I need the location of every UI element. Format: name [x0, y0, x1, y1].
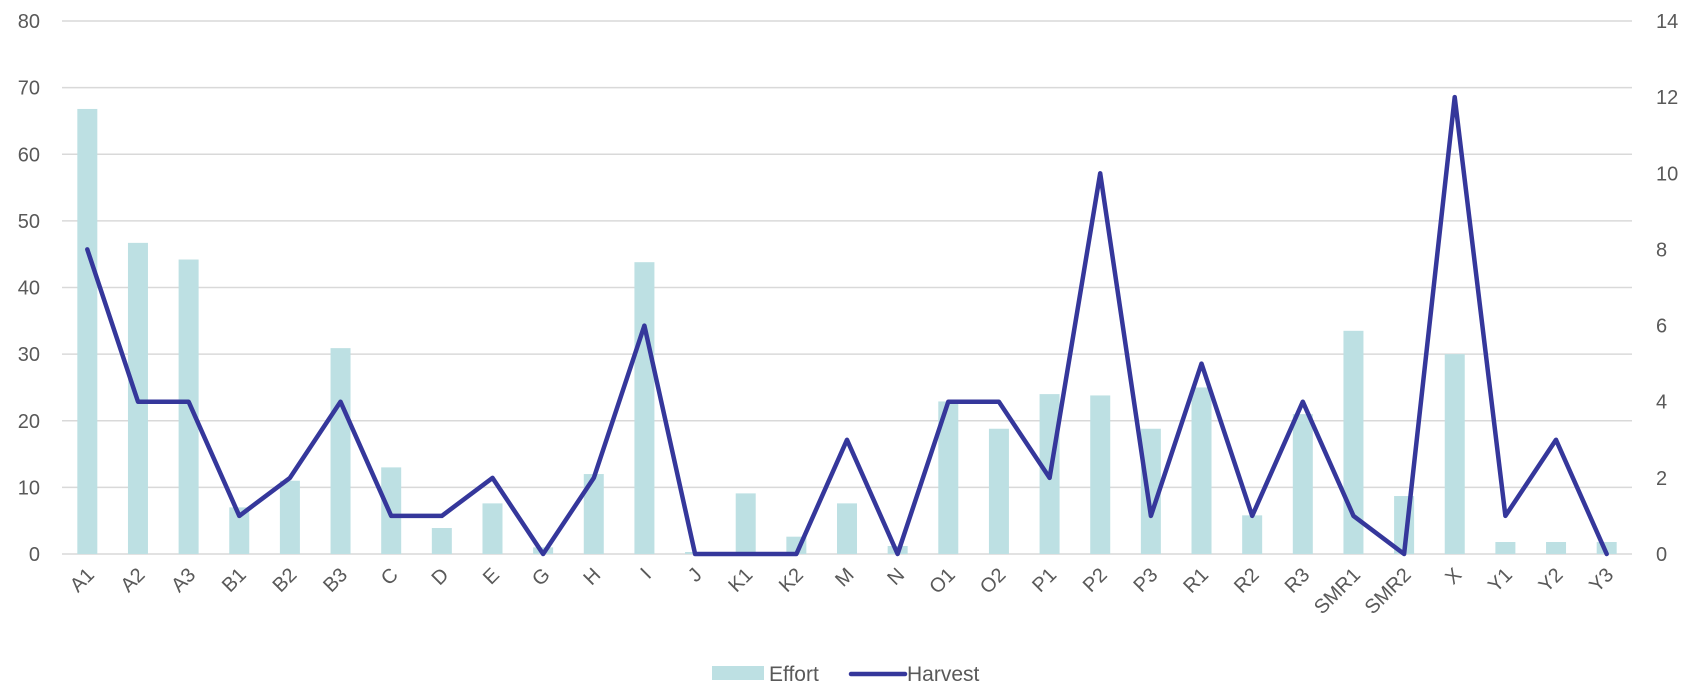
left-axis-tick-label: 40	[18, 278, 40, 300]
x-tick-label: J	[684, 564, 707, 587]
x-tick-label: R2	[1230, 564, 1264, 598]
effort-bar-R2	[1242, 515, 1263, 554]
x-tick-label: B3	[319, 564, 352, 597]
effort-bar-P3	[1140, 428, 1161, 554]
x-tick-label: E	[479, 564, 504, 589]
effort-bar-I	[634, 262, 655, 554]
x-tick-label: N	[883, 564, 909, 590]
x-tick-label: P3	[1130, 564, 1163, 597]
effort-bar-X	[1444, 354, 1465, 554]
x-tick-label: H	[580, 564, 606, 590]
left-axis-tick-label: 70	[18, 78, 40, 100]
left-axis-tick-label: 0	[29, 544, 40, 566]
effort-bar-K1	[735, 493, 756, 554]
effort-bar-B3	[330, 348, 351, 554]
x-tick-label: P1	[1028, 564, 1061, 597]
effort-bar-SMR1	[1343, 330, 1364, 554]
x-tick-label: G	[528, 564, 555, 591]
effort-bar-H	[583, 474, 604, 554]
right-axis-tick-label: 6	[1656, 316, 1667, 338]
x-tick-label: O1	[925, 564, 959, 598]
effort-bar-O1	[938, 401, 959, 554]
effort-bar-Y3	[1596, 542, 1617, 554]
x-tick-label: O2	[976, 564, 1010, 598]
left-axis-tick-label: 80	[18, 11, 40, 33]
x-tick-label: R3	[1281, 564, 1315, 598]
effort-bar-Y1	[1495, 542, 1516, 554]
effort-bar-Y2	[1546, 542, 1567, 554]
right-axis-ticks: 0 2 4 6 8 10 12 14	[1656, 11, 1678, 566]
x-tick-label: A1	[66, 564, 99, 597]
x-tick-label: K2	[775, 564, 808, 597]
x-tick-label: A3	[167, 564, 200, 597]
x-tick-label: K1	[724, 564, 757, 597]
legend-effort-swatch	[712, 666, 764, 680]
effort-bar-B2	[279, 480, 300, 554]
legend-effort-label: Effort	[769, 663, 819, 683]
right-axis-tick-label: 14	[1656, 11, 1678, 33]
left-axis-tick-label: 10	[18, 477, 40, 499]
right-axis-tick-label: 8	[1656, 239, 1667, 261]
x-tick-label: Y3	[1585, 564, 1618, 597]
harvest-line-group	[85, 94, 1609, 557]
x-tick-label: R1	[1179, 564, 1213, 598]
x-axis-tick-labels: A1 A2 A3 B1 B2 B3 C D E G H I J K1 K2 M N O1 O2 P1 P2 P3 R1 R2 R…	[66, 564, 1618, 619]
right-axis-tick-label: 0	[1656, 544, 1667, 566]
left-axis-tick-label: 30	[18, 344, 40, 366]
x-tick-label: Y2	[1535, 564, 1568, 597]
right-axis-tick-label: 2	[1656, 468, 1667, 490]
x-tick-label: Y1	[1484, 564, 1517, 597]
left-axis-tick-label: 60	[18, 144, 40, 166]
left-axis-tick-label: 20	[18, 411, 40, 433]
effort-bar-R3	[1292, 414, 1313, 554]
effort-bar-O2	[988, 428, 1009, 554]
x-tick-label: C	[377, 564, 403, 590]
right-axis-tick-label: 12	[1656, 87, 1678, 109]
gridlines	[62, 20, 1632, 555]
x-tick-label: P2	[1079, 564, 1112, 597]
effort-bar-M	[837, 503, 857, 554]
x-tick-label: X	[1441, 564, 1466, 589]
x-tick-label: B2	[269, 564, 302, 597]
x-tick-label: B1	[218, 564, 251, 597]
x-tick-label: D	[428, 564, 454, 590]
left-axis-tick-label: 50	[18, 211, 40, 233]
effort-bar-D	[431, 528, 452, 554]
x-tick-label: SMR2	[1361, 564, 1416, 619]
x-tick-label: SMR1	[1310, 564, 1365, 619]
x-tick-label: A2	[117, 564, 150, 597]
x-tick-label: M	[831, 564, 858, 591]
right-axis-tick-label: 4	[1656, 392, 1667, 414]
harvest-line	[85, 94, 1609, 557]
right-axis-tick-label: 10	[1656, 163, 1678, 185]
effort-bar-R1	[1191, 387, 1212, 554]
legend-harvest-label: Harvest	[907, 663, 980, 683]
effort-bar-P2	[1090, 395, 1111, 554]
effort-bar-A1	[77, 108, 98, 554]
left-axis-ticks: 0 10 20 30 40 50 60 70 80	[18, 11, 40, 566]
legend: Effort Harvest	[712, 663, 980, 683]
effort-bar-E	[482, 503, 503, 554]
effort-bar-B1	[229, 507, 250, 554]
x-tick-label: I	[636, 564, 655, 583]
